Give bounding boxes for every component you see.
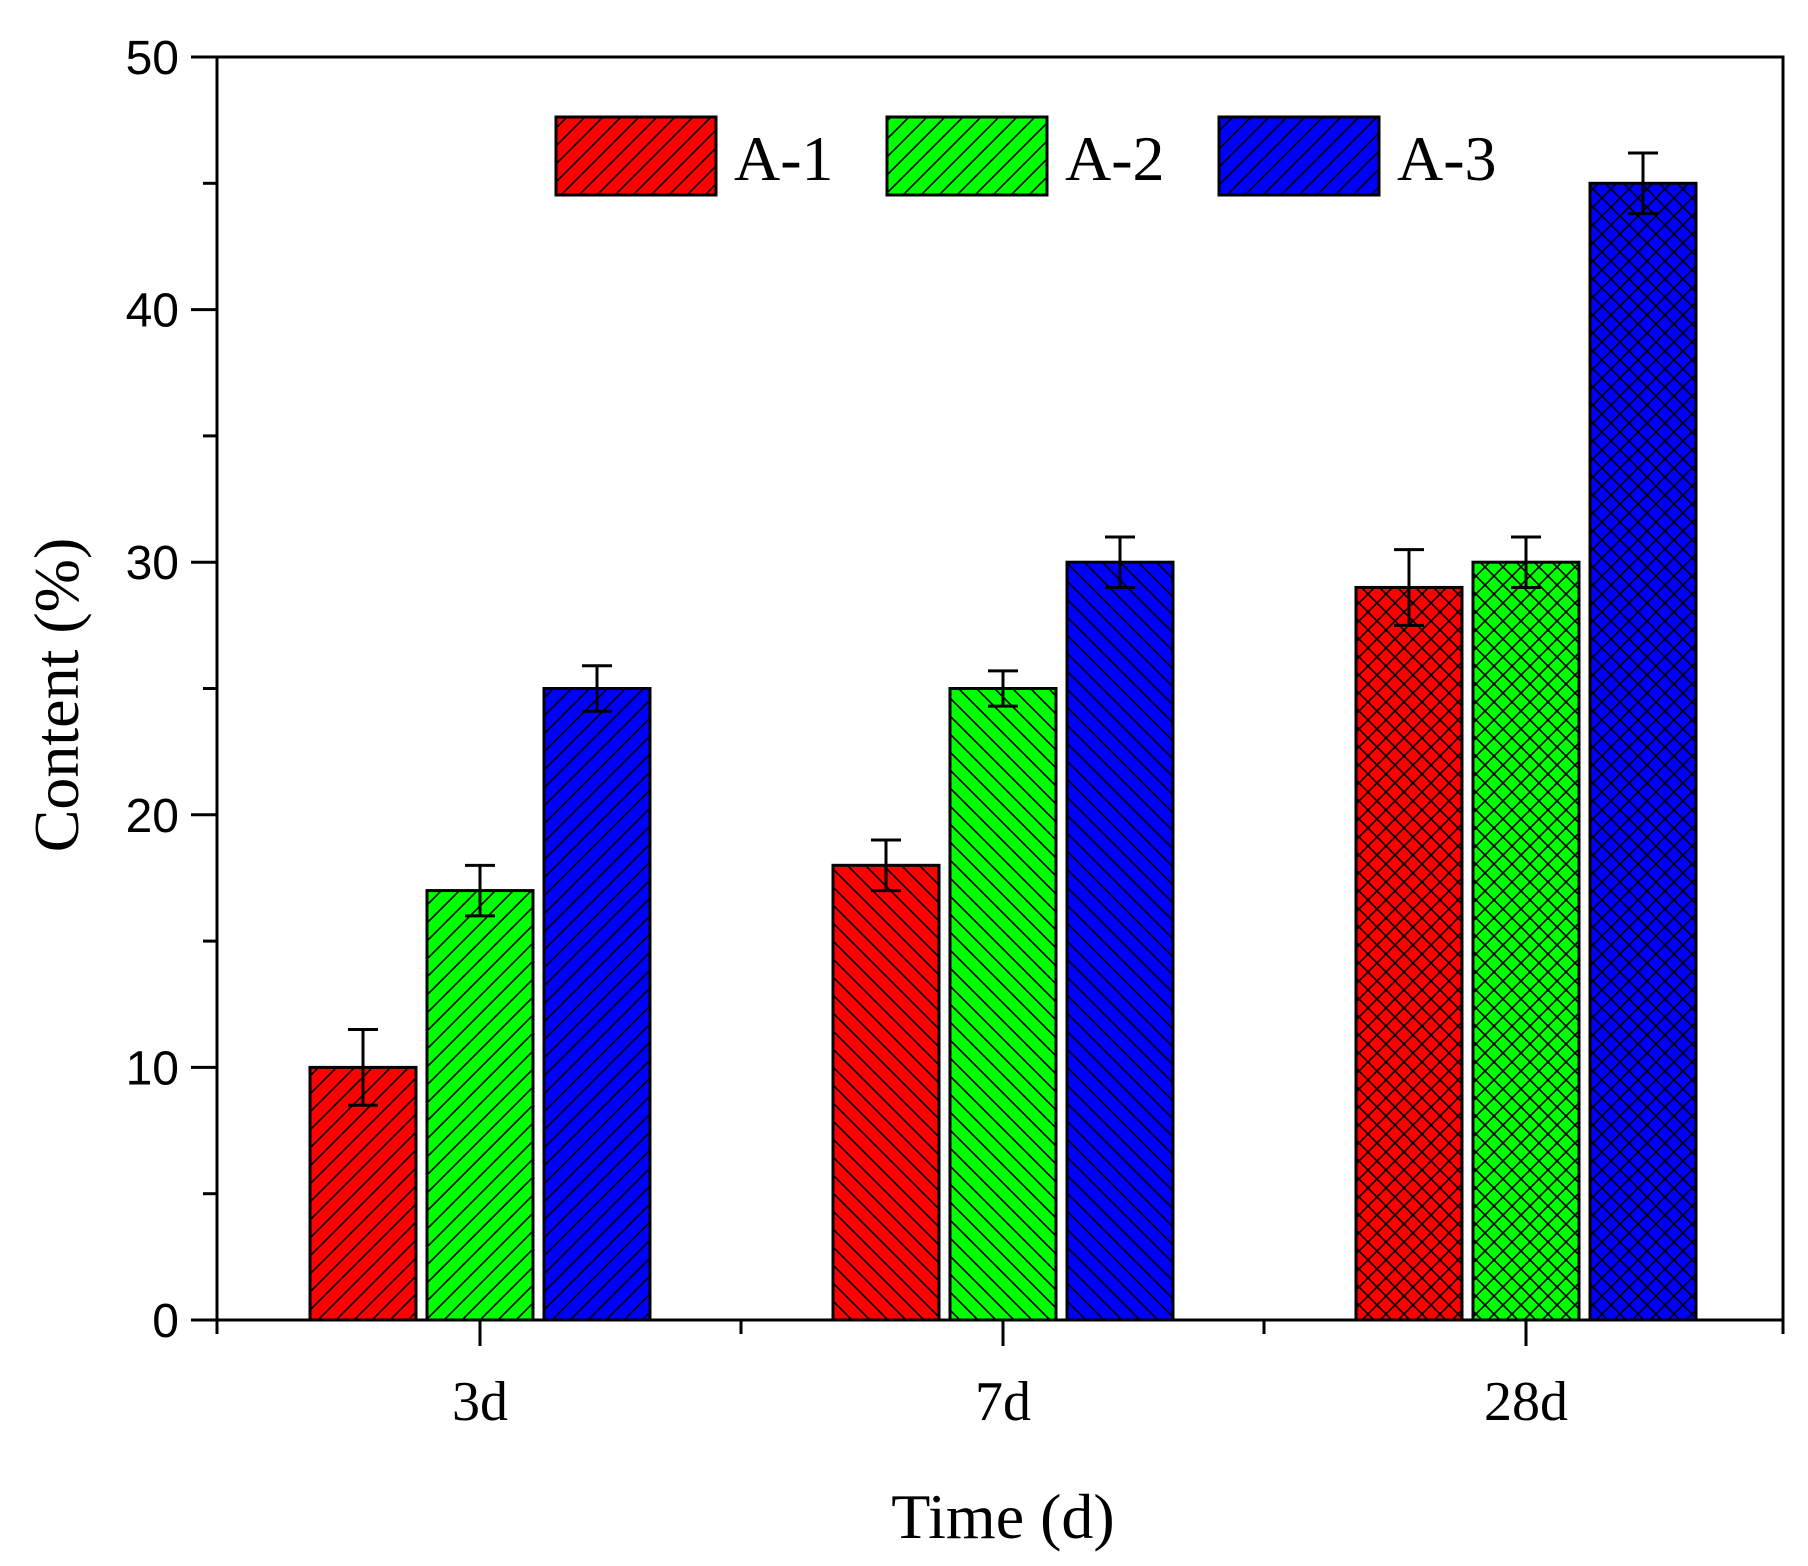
error-bar-A-3-3d: [582, 664, 612, 713]
bar-A-1-7d: [831, 863, 941, 1322]
bar-A-2-3d: [425, 889, 535, 1322]
error-bar-A-1-28d: [1394, 548, 1424, 627]
error-bar-A-2-3d: [465, 863, 495, 918]
legend-label: A-3: [1397, 123, 1497, 194]
bar-A-2-28d: [1471, 560, 1581, 1322]
error-bar-A-2-7d: [988, 669, 1018, 708]
legend-swatch: [554, 115, 718, 197]
y-tick-label: 0: [152, 1295, 179, 1348]
error-bar-A-3-28d: [1628, 151, 1658, 216]
bar-A-2-7d: [948, 687, 1058, 1322]
legend-swatch: [1217, 115, 1381, 197]
error-bars-layer: [348, 151, 1658, 1107]
axes: 0 10 20 30 40 50 3d 7d 28d: [126, 32, 1785, 1433]
bar-A-3-3d: [542, 687, 652, 1322]
y-tick-label: 10: [126, 1042, 179, 1095]
legend-label: A-1: [734, 123, 834, 194]
error-bar-A-1-7d: [871, 838, 901, 893]
x-axis-title: Time (d): [891, 1481, 1114, 1552]
y-tick-label: 50: [126, 32, 179, 85]
legend-item-A-2: A-2: [885, 115, 1165, 197]
legend-swatch: [885, 115, 1049, 197]
bar-A-3-7d: [1065, 560, 1175, 1322]
y-tick-label: 20: [126, 790, 179, 843]
x-tick-label: 3d: [452, 1371, 508, 1433]
legend-label: A-2: [1065, 123, 1165, 194]
error-bar-A-1-3d: [348, 1028, 378, 1107]
legend-item-A-3: A-3: [1217, 115, 1497, 197]
x-tick-label: 7d: [975, 1371, 1031, 1433]
bar-A-1-3d: [308, 1065, 418, 1322]
legend-item-A-1: A-1: [554, 115, 834, 197]
bars-layer: [308, 181, 1698, 1322]
x-tick-label: 28d: [1484, 1371, 1568, 1433]
error-bar-A-2-28d: [1511, 535, 1541, 589]
y-tick-label: 40: [126, 285, 179, 338]
error-bar-A-3-7d: [1105, 535, 1135, 589]
bar-A-1-28d: [1354, 585, 1464, 1322]
legend: A-1 A-2 A-3: [554, 115, 1497, 197]
y-tick-label: 30: [126, 537, 179, 590]
y-axis-title: Content (%): [21, 538, 92, 853]
bar-A-3-28d: [1588, 181, 1698, 1322]
